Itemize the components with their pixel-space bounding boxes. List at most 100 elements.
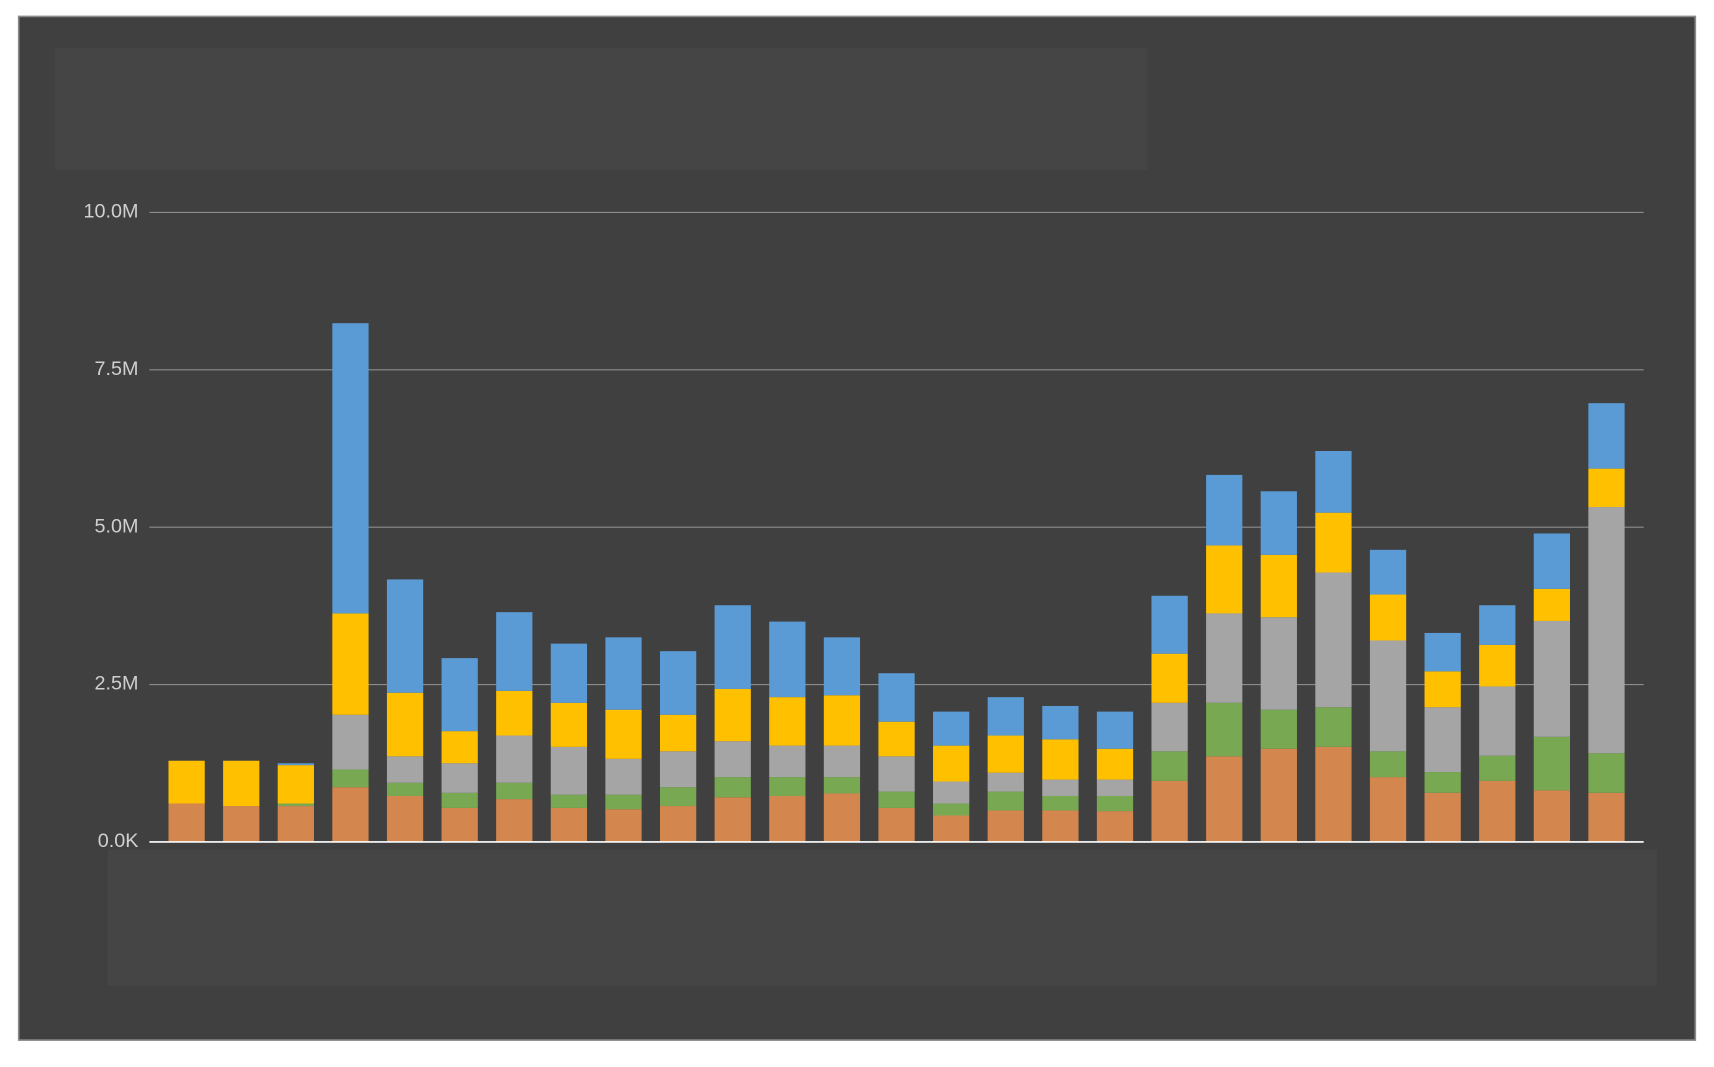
bar-segment [1042,795,1079,811]
bar-segment [332,714,369,770]
bar-segment [168,803,205,842]
bar-segment [1588,403,1625,469]
bar-segment [933,803,970,816]
bar-segment [659,751,697,788]
bar-segment [1533,588,1571,621]
bar-segment [1260,748,1297,842]
bar-segment [386,782,424,796]
bar-segment [332,613,369,715]
y-tick-label: 2.5M [94,673,138,695]
bar-segment [605,809,642,842]
bar-segment [1533,620,1571,737]
bar-segment [1206,756,1243,842]
bar-segment [277,806,314,842]
bar-segment [1479,644,1516,687]
bar-segment [878,791,915,808]
bar-segment [332,323,369,614]
bar-segment [878,673,915,722]
y-tick-label: 10.0M [83,201,138,223]
y-tick-label: 7.5M [94,358,138,380]
bar-segment [441,658,478,732]
bar-segment [441,763,478,793]
bar-segment [441,807,478,842]
bar-segment [277,803,314,807]
bar-segment [386,579,424,693]
bar-segment [1479,605,1516,645]
bar-segment [1096,795,1134,812]
bar-segment [1042,705,1079,740]
bar-segment [605,637,642,710]
bar-segment [933,745,970,782]
y-tick-label: 0.0K [98,830,139,852]
bar-segment [1533,790,1571,842]
bar-segment [823,777,861,794]
bar-segment [659,714,697,752]
bar-segment [933,815,970,842]
bar-segment [1206,702,1243,757]
bar-segment [823,695,861,746]
bar-segment [1479,780,1516,842]
bar-segment [386,692,424,757]
bar-segment [496,782,533,800]
bar-segment [1588,753,1625,793]
bar-segment [1369,549,1407,595]
bar-segment [1479,686,1516,756]
bar-segment [1424,772,1461,793]
bar-segment [550,643,588,703]
bar-segment [332,787,369,842]
bar-segment [277,763,314,766]
bar-segment [1369,594,1407,641]
bar-segment [714,741,751,778]
bar-segment [1479,755,1516,781]
bar-segment [769,777,806,796]
bar-segment [659,651,697,715]
bar-segment [386,795,424,842]
bar-segment [1424,707,1461,773]
bar-segment [823,745,861,778]
bar-segment [1260,709,1297,749]
bar-segment [496,799,533,842]
bar-segment [1315,450,1352,513]
bar-segment [987,735,1024,773]
bar-segment [987,810,1024,842]
bar-segment [1260,617,1297,710]
bar-segment [441,731,478,764]
bar-segment [1206,545,1243,614]
bar-segment [987,772,1024,792]
bar-segment [1042,779,1079,796]
bar-segment [1151,702,1188,752]
bar-segment [1424,671,1461,708]
bar-segment [714,777,751,798]
bar-segment [1206,613,1243,703]
bar-segment [1315,512,1352,573]
bar-segment [1042,810,1079,842]
bar-segment [987,791,1024,811]
bar-segment [878,756,915,792]
bar-segment [550,746,588,795]
bar-segment [1315,746,1352,842]
bar-segment [1588,507,1625,754]
bar-segment [769,745,806,778]
bar-segment [332,769,369,788]
bar-segment [933,711,970,746]
bar-segment [933,781,970,804]
bar-segment [1315,707,1352,747]
bar-segment [878,807,915,842]
bar-segment [496,612,533,691]
bar-segment [1151,595,1188,654]
bar-segment [605,758,642,795]
bar-segment [1369,751,1407,778]
bar-segment [1096,779,1134,796]
bar-segment [714,688,751,742]
bar-segment [1096,748,1134,780]
bar-segment [1096,811,1134,842]
bar-segment [769,795,806,842]
y-tick-label: 5.0M [94,515,138,537]
bar-segment [605,794,642,810]
bar-segment [659,806,697,842]
bar-segment [168,760,205,804]
bar-segment [1260,554,1297,618]
bar-segment [1369,640,1407,752]
bar-segment [496,735,533,783]
bar-segment [550,702,588,747]
